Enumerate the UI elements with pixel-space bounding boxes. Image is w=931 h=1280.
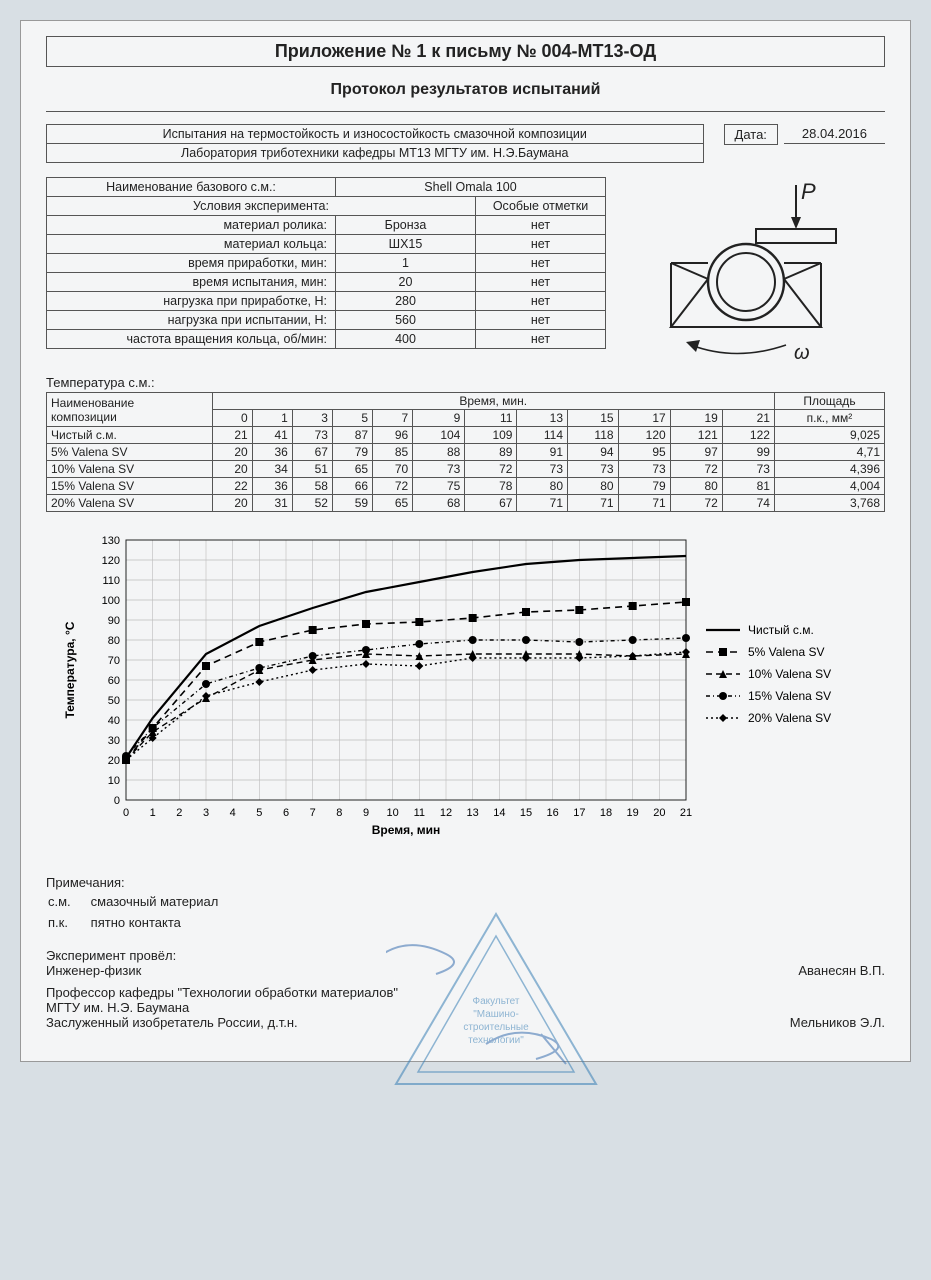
header-block: Испытания на термостойкость и износостой… — [46, 124, 885, 163]
svg-text:50: 50 — [108, 695, 120, 707]
name-1: Аванесян В.П. — [798, 963, 885, 978]
svg-text:5% Valena SV: 5% Valena SV — [748, 645, 825, 659]
svg-text:2: 2 — [176, 807, 182, 819]
svg-text:Время, мин: Время, мин — [372, 823, 441, 837]
svg-text:10: 10 — [108, 775, 120, 787]
conditions-table: Наименование базового с.м.:Shell Omala 1… — [46, 177, 606, 349]
svg-text:20% Valena SV: 20% Valena SV — [748, 711, 831, 725]
date-value: 28.04.2016 — [784, 124, 885, 144]
prof-line: Заслуженный изобретатель России, д.т.н. — [46, 1015, 298, 1030]
svg-text:5: 5 — [256, 807, 262, 819]
svg-text:Чистый с.м.: Чистый с.м. — [748, 623, 814, 637]
svg-text:0: 0 — [123, 807, 129, 819]
svg-text:15% Valena SV: 15% Valena SV — [748, 689, 831, 703]
svg-text:11: 11 — [414, 807, 425, 819]
svg-text:80: 80 — [108, 635, 120, 647]
stamp-area: Факультет "Машино- строительные технолог… — [46, 984, 885, 985]
svg-text:13: 13 — [467, 807, 479, 819]
notes-table: с.м.смазочный материалп.к.пятно контакта — [46, 890, 238, 934]
svg-text:P: P — [801, 179, 816, 204]
svg-text:12: 12 — [440, 807, 452, 819]
stamp-icon: Факультет "Машино- строительные технолог… — [386, 904, 606, 1094]
svg-text:17: 17 — [573, 807, 585, 819]
notes-header: Примечания: — [46, 875, 885, 890]
svg-text:100: 100 — [102, 595, 120, 607]
svg-text:4: 4 — [230, 807, 236, 819]
svg-text:7: 7 — [310, 807, 316, 819]
temperature-chart: 0102030405060708090100110120130012345678… — [56, 530, 876, 850]
svg-text:9: 9 — [363, 807, 369, 819]
subtitle: Протокол результатов испытаний — [46, 73, 885, 112]
svg-text:8: 8 — [336, 807, 342, 819]
chart-container: 0102030405060708090100110120130012345678… — [46, 526, 885, 857]
svg-text:21: 21 — [680, 807, 692, 819]
svg-text:120: 120 — [102, 555, 120, 567]
svg-text:70: 70 — [108, 655, 120, 667]
svg-text:130: 130 — [102, 535, 120, 547]
signature-block: Эксперимент провёл: Инженер-физик Аванес… — [46, 948, 885, 1030]
svg-text:16: 16 — [547, 807, 559, 819]
svg-text:строительные: строительные — [463, 1022, 529, 1033]
svg-text:90: 90 — [108, 615, 120, 627]
svg-text:60: 60 — [108, 675, 120, 687]
date-label: Дата: — [724, 124, 778, 145]
svg-text:40: 40 — [108, 715, 120, 727]
svg-text:110: 110 — [102, 575, 120, 587]
svg-text:0: 0 — [114, 795, 120, 807]
svg-text:18: 18 — [600, 807, 612, 819]
svg-text:10: 10 — [387, 807, 399, 819]
svg-text:технологии": технологии" — [468, 1035, 524, 1046]
svg-text:1: 1 — [150, 807, 156, 819]
svg-text:19: 19 — [627, 807, 639, 819]
name-2: Мельников Э.Л. — [790, 1015, 885, 1030]
svg-text:15: 15 — [520, 807, 532, 819]
svg-text:20: 20 — [653, 807, 665, 819]
description-table: Испытания на термостойкость и износостой… — [46, 124, 704, 163]
svg-text:14: 14 — [493, 807, 505, 819]
role-1: Инженер-физик — [46, 963, 141, 978]
desc-line: Испытания на термостойкость и износостой… — [47, 125, 704, 144]
temp-section-label: Температура с.м.: — [46, 375, 885, 390]
svg-text:6: 6 — [283, 807, 289, 819]
date-block: Дата: 28.04.2016 — [724, 124, 885, 163]
svg-text:Факультет: Факультет — [473, 996, 520, 1007]
conditions-row: Наименование базового с.м.:Shell Omala 1… — [46, 177, 885, 367]
temperature-table: НаименованиекомпозицииВремя, мин.Площадь… — [46, 392, 885, 512]
svg-text:"Машино-: "Машино- — [473, 1009, 519, 1020]
document-page: Приложение № 1 к письму № 004-МТ13-ОД Пр… — [20, 20, 911, 1062]
svg-text:3: 3 — [203, 807, 209, 819]
svg-text:Температура, °C: Температура, °C — [63, 621, 77, 718]
svg-text:ω: ω — [794, 342, 810, 364]
svg-text:10% Valena SV: 10% Valena SV — [748, 667, 831, 681]
desc-line: Лаборатория триботехники кафедры МТ13 МГ… — [47, 144, 704, 163]
apparatus-diagram: P ω — [626, 177, 856, 367]
svg-text:20: 20 — [108, 755, 120, 767]
title: Приложение № 1 к письму № 004-МТ13-ОД — [46, 36, 885, 67]
svg-text:30: 30 — [108, 735, 120, 747]
